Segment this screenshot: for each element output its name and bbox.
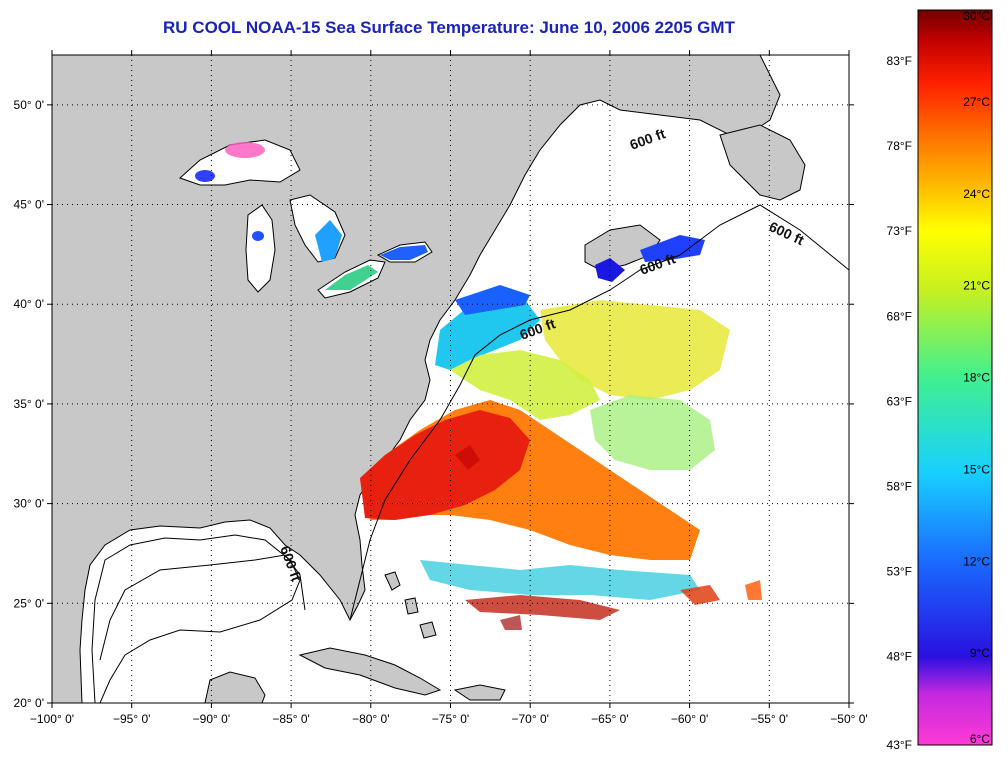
lon-tick-label: −55° 0' xyxy=(751,712,788,726)
lat-tick-label: 20° 0' xyxy=(14,696,44,710)
colorbar-fahrenheit-label: 63°F xyxy=(887,394,912,408)
lat-tick-label: 35° 0' xyxy=(14,397,44,411)
lon-tick-label: −100° 0' xyxy=(30,712,74,726)
bahamas-land xyxy=(384,571,437,639)
lake-michigan xyxy=(245,204,276,293)
colorbar-celsius-label: 12°C xyxy=(963,554,990,568)
colorbar-celsius-label: 21°C xyxy=(963,279,990,293)
colorbar-celsius-label: 18°C xyxy=(963,371,990,385)
lon-tick-label: −95° 0' xyxy=(113,712,150,726)
colorbar-labels: 30°C 27°C 24°C 21°C 18°C 15°C 12°C 9°C 6°C 83°F 78… xyxy=(887,9,991,752)
colorbar-celsius-label: 30°C xyxy=(963,9,990,23)
lat-tick-label: 40° 0' xyxy=(14,297,44,311)
colorbar-fahrenheit-label: 53°F xyxy=(887,564,912,578)
lon-tick-label: −80° 0' xyxy=(352,712,389,726)
axis-ticks: −100° 0' −95° 0' −90° 0' −85° 0' −80° 0' −75°… xyxy=(14,50,868,726)
lat-tick-label: 45° 0' xyxy=(14,198,44,212)
colorbar-celsius-label: 6°C xyxy=(970,732,990,746)
colorbar-fahrenheit-label: 83°F xyxy=(887,54,912,68)
lat-tick-label: 50° 0' xyxy=(14,98,44,112)
colorbar-celsius-label: 27°C xyxy=(963,95,990,109)
colorbar xyxy=(917,9,993,746)
colorbar-fahrenheit-label: 78°F xyxy=(887,139,912,153)
cuba-land xyxy=(298,647,442,696)
newfoundland-land xyxy=(719,124,806,201)
gulf-contour-line xyxy=(99,554,306,661)
lat-tick-label: 25° 0' xyxy=(14,596,44,610)
lon-tick-label: −85° 0' xyxy=(272,712,309,726)
colorbar-fahrenheit-label: 68°F xyxy=(887,309,912,323)
gulf-of-mexico-water xyxy=(91,534,301,703)
graticule-grid xyxy=(52,55,849,703)
colorbar-celsius-label: 15°C xyxy=(963,462,990,476)
colorbar-celsius-label: 24°C xyxy=(963,187,990,201)
colorbar-fahrenheit-label: 43°F xyxy=(887,738,912,752)
colorbar-celsius-label: 9°C xyxy=(970,646,990,660)
lon-tick-label: −75° 0' xyxy=(432,712,469,726)
lake-sst-data xyxy=(195,142,428,290)
hispaniola-land xyxy=(453,684,506,701)
shelf-contour-line xyxy=(349,204,849,621)
yucatan-land xyxy=(204,671,266,703)
lon-tick-label: −65° 0' xyxy=(591,712,628,726)
map-title: RU COOL NOAA-15 Sea Surface Temperature:… xyxy=(163,18,735,37)
colorbar-fahrenheit-label: 48°F xyxy=(887,650,912,664)
lon-tick-label: −70° 0' xyxy=(511,712,548,726)
colorbar-fahrenheit-label: 58°F xyxy=(887,479,912,493)
lon-tick-label: −60° 0' xyxy=(671,712,708,726)
lon-tick-label: −90° 0' xyxy=(193,712,230,726)
colorbar-fahrenheit-label: 73°F xyxy=(887,224,912,238)
lon-tick-label: −50° 0' xyxy=(830,712,867,726)
lat-tick-label: 30° 0' xyxy=(14,497,44,511)
